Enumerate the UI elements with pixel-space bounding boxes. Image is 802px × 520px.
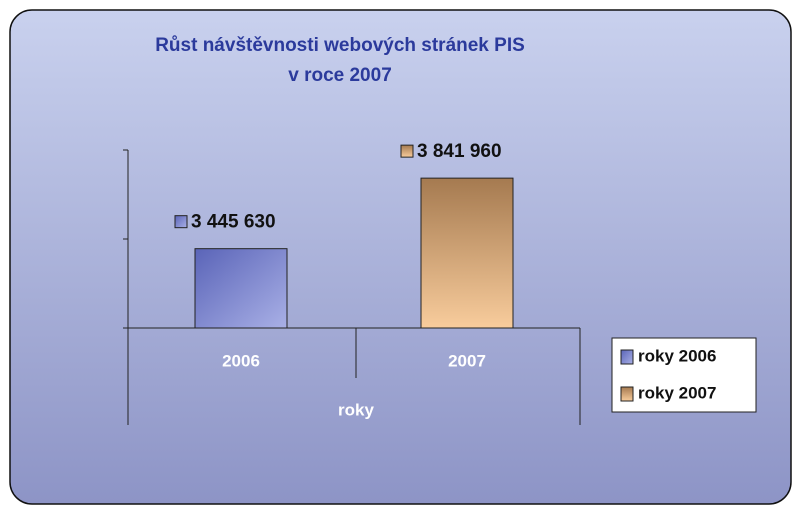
x-tick-label: 2006 — [222, 351, 260, 370]
chart-title: Růst návštěvnosti webových stránek PIS — [155, 35, 525, 56]
data-label: 3 445 630 — [191, 212, 276, 233]
bar — [420, 177, 514, 329]
legend-label: roky 2006 — [638, 346, 716, 365]
label-key — [400, 144, 414, 158]
legend-label: roky 2007 — [638, 383, 716, 402]
x-axis-label: roky — [338, 400, 374, 419]
chart-background — [9, 9, 792, 505]
label-key — [174, 215, 188, 229]
legend — [611, 337, 757, 413]
x-tick-label: 2007 — [448, 351, 486, 370]
legend-key — [620, 386, 634, 402]
chart-title: v roce 2007 — [288, 65, 392, 86]
data-label: 3 841 960 — [417, 141, 502, 162]
legend-key — [620, 349, 634, 365]
bar — [194, 248, 288, 329]
